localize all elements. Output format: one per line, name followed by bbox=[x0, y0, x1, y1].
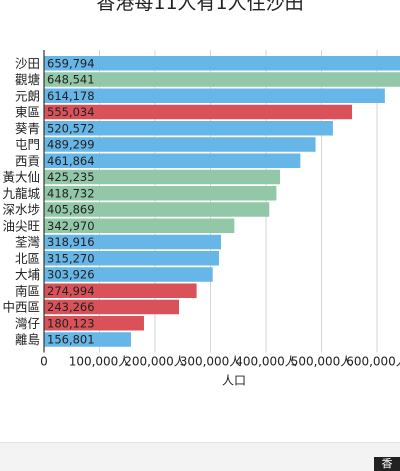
value-label: 489,299 bbox=[47, 138, 95, 152]
value-label: 425,235 bbox=[47, 170, 95, 184]
category-label: 北區 bbox=[15, 251, 40, 266]
value-label: 461,864 bbox=[47, 154, 95, 168]
category-label: 沙田 bbox=[15, 56, 40, 71]
x-tick-label: 300,000人 bbox=[180, 355, 242, 369]
category-label: 灣仔 bbox=[15, 316, 40, 331]
bar[interactable] bbox=[44, 186, 277, 201]
bar[interactable] bbox=[44, 332, 132, 347]
bar[interactable] bbox=[44, 169, 281, 185]
category-label: 深水埗 bbox=[2, 202, 40, 217]
bar[interactable] bbox=[44, 299, 180, 315]
category-label: 中西區 bbox=[2, 300, 40, 315]
category-label: 荃灣 bbox=[15, 235, 40, 250]
category-label: 屯門 bbox=[15, 137, 40, 152]
bar[interactable] bbox=[44, 72, 400, 87]
x-tick-label: 0 bbox=[40, 355, 48, 369]
bar[interactable] bbox=[44, 267, 213, 282]
bar[interactable] bbox=[44, 202, 270, 217]
bar[interactable] bbox=[44, 316, 144, 331]
value-label: 315,270 bbox=[47, 251, 95, 265]
bar[interactable] bbox=[44, 88, 385, 104]
bar[interactable] bbox=[44, 218, 235, 234]
corner-badge: 香 bbox=[374, 457, 400, 471]
value-label: 303,926 bbox=[47, 268, 95, 282]
category-label: 東區 bbox=[15, 105, 40, 120]
x-tick-label: 400,000人 bbox=[235, 355, 297, 369]
bar[interactable] bbox=[44, 104, 353, 120]
category-label: 大埔 bbox=[15, 267, 41, 282]
bar[interactable] bbox=[44, 153, 301, 169]
value-label: 648,541 bbox=[47, 73, 95, 87]
category-label: 葵青 bbox=[15, 121, 40, 136]
bar[interactable] bbox=[44, 137, 316, 152]
x-tick-label: 100,000人 bbox=[69, 355, 131, 369]
bottom-bar: 香 bbox=[0, 442, 400, 471]
category-label: 油尖旺 bbox=[2, 218, 40, 233]
bar[interactable] bbox=[44, 251, 219, 266]
value-label: 405,869 bbox=[47, 203, 95, 217]
value-label: 318,916 bbox=[47, 235, 95, 249]
value-label: 274,994 bbox=[47, 284, 95, 298]
x-axis-label: 人口 bbox=[222, 374, 246, 388]
value-label: 243,266 bbox=[47, 300, 95, 314]
value-label: 156,801 bbox=[47, 333, 95, 347]
chart-card: 香港每11人有1人住沙田 沙田 659,794 觀塘 648,541 元朗 614,178… bbox=[0, 0, 400, 442]
category-label: 九龍城 bbox=[2, 186, 40, 201]
bar[interactable] bbox=[44, 121, 333, 136]
x-tick-label: 500,000人 bbox=[291, 355, 353, 369]
bar[interactable] bbox=[44, 56, 400, 71]
category-label: 西貢 bbox=[15, 153, 40, 168]
value-label: 614,178 bbox=[47, 89, 95, 103]
value-label: 555,034 bbox=[47, 105, 95, 119]
value-label: 520,572 bbox=[47, 121, 95, 135]
bar[interactable] bbox=[44, 283, 197, 299]
x-tick-label: 200,000人 bbox=[124, 355, 186, 369]
value-label: 659,794 bbox=[47, 56, 95, 70]
category-label: 黃大仙 bbox=[2, 170, 40, 185]
category-label: 南區 bbox=[15, 283, 40, 298]
category-label: 觀塘 bbox=[15, 72, 40, 87]
category-label: 離島 bbox=[15, 332, 40, 347]
value-label: 418,732 bbox=[47, 186, 95, 200]
category-label: 元朗 bbox=[15, 88, 40, 103]
chart-title: 香港每11人有1人住沙田 bbox=[96, 0, 304, 14]
value-label: 180,123 bbox=[47, 316, 95, 330]
bar[interactable] bbox=[44, 234, 221, 250]
value-label: 342,970 bbox=[47, 219, 95, 233]
x-tick-label: 600,000人 bbox=[346, 355, 400, 369]
bar-chart: 沙田 659,794 觀塘 648,541 元朗 614,178 東區 555,034 葵青 52… bbox=[2, 50, 400, 388]
